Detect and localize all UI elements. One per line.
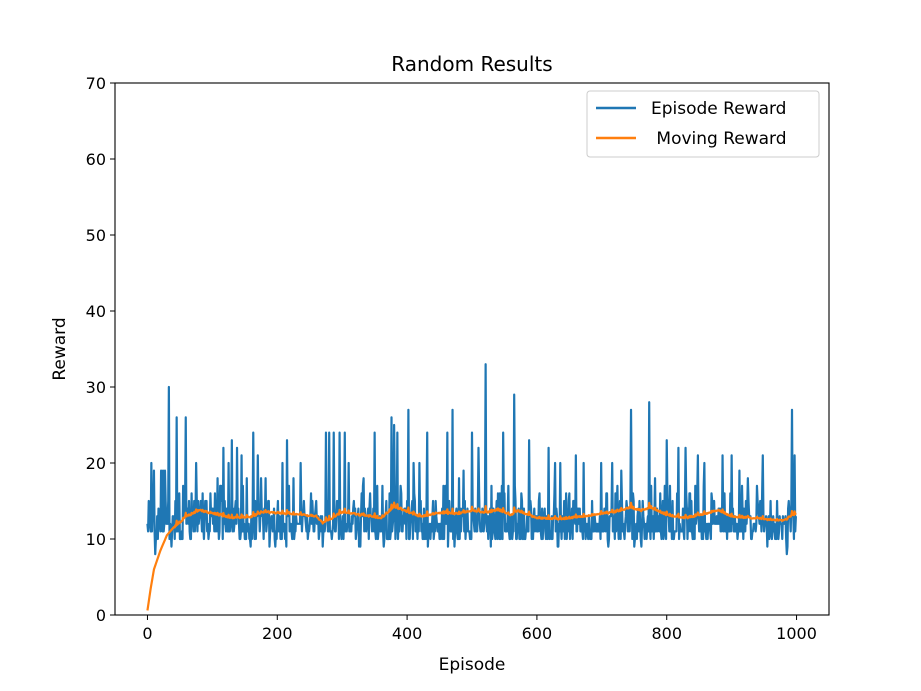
x-tick-label: 200 — [262, 624, 293, 643]
x-axis-ticks: 0 200 400 600 800 1000 — [142, 615, 817, 643]
y-tick-label: 60 — [86, 150, 106, 169]
x-tick-label: 1000 — [776, 624, 817, 643]
chart-title: Random Results — [391, 52, 552, 76]
legend-label-moving-reward: Moving Reward — [651, 129, 787, 149]
x-tick-label: 800 — [651, 624, 682, 643]
legend: Episode Reward Moving Reward — [586, 90, 820, 158]
y-tick-label: 10 — [86, 530, 106, 549]
series-layer — [146, 363, 797, 611]
y-axis-label: Reward — [50, 317, 70, 380]
legend-label-episode-reward: Episode Reward — [651, 99, 786, 119]
y-tick-label: 20 — [86, 454, 106, 473]
y-tick-label: 0 — [96, 606, 106, 625]
x-tick-label: 600 — [522, 624, 553, 643]
legend-box — [586, 90, 820, 158]
y-tick-label: 30 — [86, 378, 106, 397]
y-tick-label: 70 — [86, 74, 106, 93]
series-line-episode-reward — [146, 363, 797, 556]
y-axis-ticks: 0 10 20 30 40 50 60 70 — [86, 74, 115, 625]
axes-frame — [114, 82, 830, 616]
plot-area — [114, 82, 830, 616]
series-line-moving-reward — [146, 501, 797, 611]
y-tick-label: 40 — [86, 302, 106, 321]
x-axis-label: Episode — [439, 655, 506, 675]
x-tick-label: 400 — [392, 624, 423, 643]
y-tick-label: 50 — [86, 226, 106, 245]
x-tick-label: 0 — [142, 624, 152, 643]
